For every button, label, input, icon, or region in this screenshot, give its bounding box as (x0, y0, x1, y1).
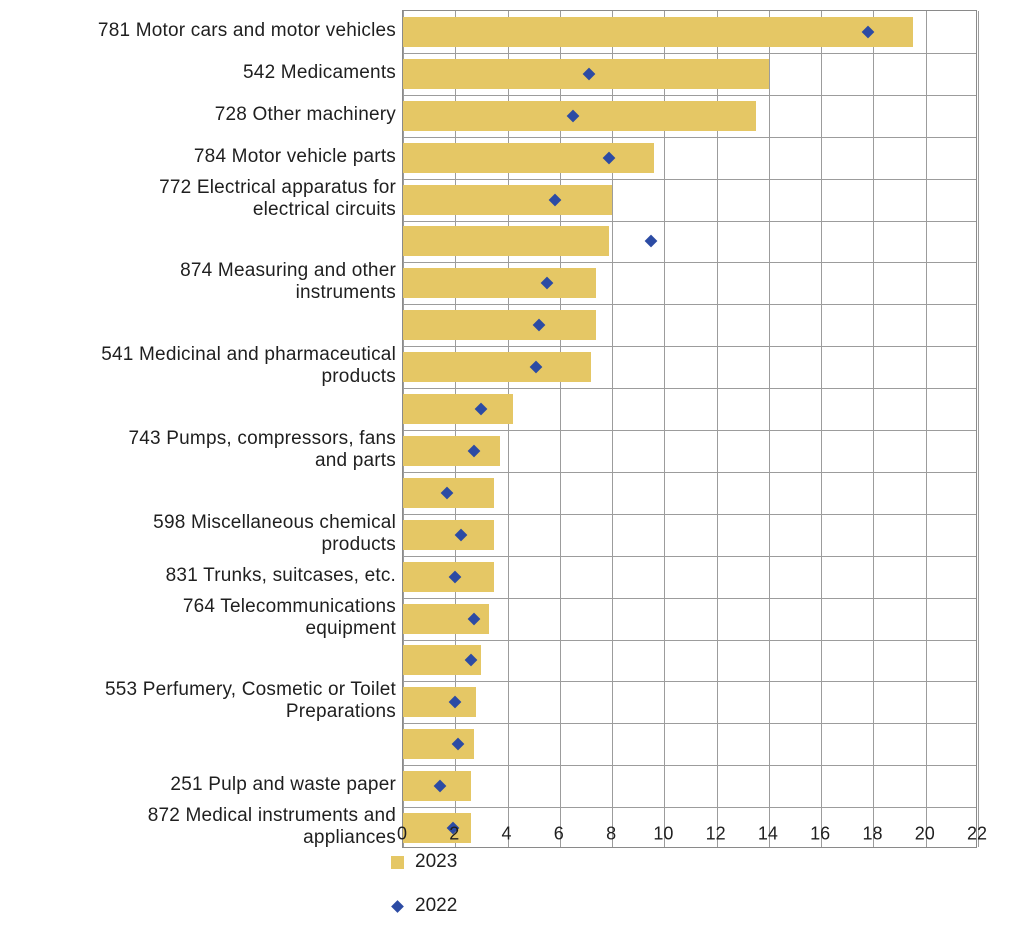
gridline-v-2 (454, 11, 456, 847)
legend-item-2022: 2022 (391, 895, 458, 916)
category-label-row-17: 553 Perfumery, Cosmetic or Toilet Prepar… (104, 679, 396, 723)
gridline-v-10 (663, 11, 665, 847)
x-tick-16: 16 (810, 823, 831, 844)
category-label-row-20: 872 Medical instruments and appliances (147, 805, 396, 849)
gridline-h-10 (403, 430, 976, 431)
category-label-row-5: 772 Electrical apparatus for electrical … (159, 176, 396, 220)
bar-2023-row-7 (403, 268, 597, 299)
gridline-h-3 (403, 137, 976, 138)
bar-2023-row-6 (403, 226, 610, 257)
category-label-row-7: 874 Measuring and other instruments (180, 260, 396, 304)
bar-2023-row-20 (403, 813, 471, 844)
gridline-h-6 (403, 262, 976, 263)
bar-2023-row-4 (403, 142, 654, 173)
category-label-row-19: 251 Pulp and waste paper (170, 774, 396, 796)
category-label-row-4: 784 Motor vehicle parts (193, 145, 396, 167)
gridline-h-13 (403, 556, 976, 557)
gridline-h-4 (403, 179, 976, 180)
legend-label-2022: 2022 (415, 895, 458, 916)
x-tick-2: 2 (449, 823, 460, 844)
gridline-h-18 (403, 765, 976, 766)
gridline-v-22 (977, 11, 979, 847)
gridline-h-14 (403, 598, 976, 599)
bar-2023-row-1 (403, 16, 913, 47)
gridline-h-9 (403, 388, 976, 389)
gridline-v-8 (611, 11, 613, 847)
plot-area (402, 10, 979, 848)
category-label-row-1: 781 Motor cars and motor vehicles (97, 19, 396, 41)
category-label-row-3: 728 Other machinery (214, 103, 396, 125)
x-tick-14: 14 (757, 823, 778, 844)
x-tick-0: 0 (396, 823, 408, 844)
bar-2023-row-17 (403, 687, 477, 718)
category-label-row-9: 541 Medicinal and pharmaceutical product… (101, 344, 396, 388)
bar-2023-row-10 (403, 394, 513, 425)
legend-label-2023: 2023 (415, 851, 458, 872)
x-tick-22: 22 (966, 823, 988, 844)
legend-swatch-2022-diamond-icon (391, 899, 404, 913)
gridline-v-0 (402, 11, 404, 847)
bar-2023-row-14 (403, 561, 495, 592)
x-tick-10: 10 (653, 823, 674, 844)
gridline-h-19 (403, 807, 976, 808)
bar-2023-row-13 (403, 519, 495, 550)
bar-2023-row-8 (403, 310, 597, 341)
legend-swatch-2023-square-icon (391, 855, 404, 869)
x-tick-18: 18 (862, 823, 883, 844)
category-label-row-2: 542 Medicaments (243, 61, 396, 83)
gridline-v-6 (559, 11, 561, 847)
category-label-row-11: 743 Pumps, compressors, fans and parts (128, 427, 396, 471)
bar-2023-row-9 (403, 352, 592, 383)
marker-2022-row-6 (644, 235, 658, 248)
bar-2023-row-5 (403, 184, 613, 215)
gridline-h-12 (403, 514, 976, 515)
gridline-h-15 (403, 640, 976, 641)
gridline-h-7 (403, 304, 976, 305)
x-tick-8: 8 (606, 823, 617, 844)
gridline-v-18 (872, 11, 874, 847)
gridline-h-8 (403, 346, 976, 347)
x-tick-6: 6 (553, 823, 564, 844)
x-tick-20: 20 (914, 823, 935, 844)
gridline-v-12 (716, 11, 718, 847)
gridline-h-11 (403, 472, 976, 473)
x-tick-12: 12 (705, 823, 726, 844)
gridline-v-14 (768, 11, 770, 847)
gridline-v-20 (925, 11, 927, 847)
category-label-row-14: 831 Trunks, suitcases, etc. (165, 564, 396, 586)
gridline-h-1 (403, 53, 976, 54)
gridline-v-4 (507, 11, 509, 847)
gridline-h-16 (403, 681, 976, 682)
legend-item-2023: 2023 (391, 851, 458, 872)
x-tick-4: 4 (501, 823, 512, 844)
bar-2023-row-3 (403, 100, 756, 131)
gridline-h-2 (403, 95, 976, 96)
gridline-h-5 (403, 221, 976, 222)
gridline-v-16 (820, 11, 822, 847)
category-label-row-13: 598 Miscellaneous chemical products (153, 511, 396, 555)
category-label-row-15: 764 Telecommunications equipment (182, 595, 396, 639)
bar-2023-row-11 (403, 435, 500, 466)
gridline-h-17 (403, 723, 976, 724)
